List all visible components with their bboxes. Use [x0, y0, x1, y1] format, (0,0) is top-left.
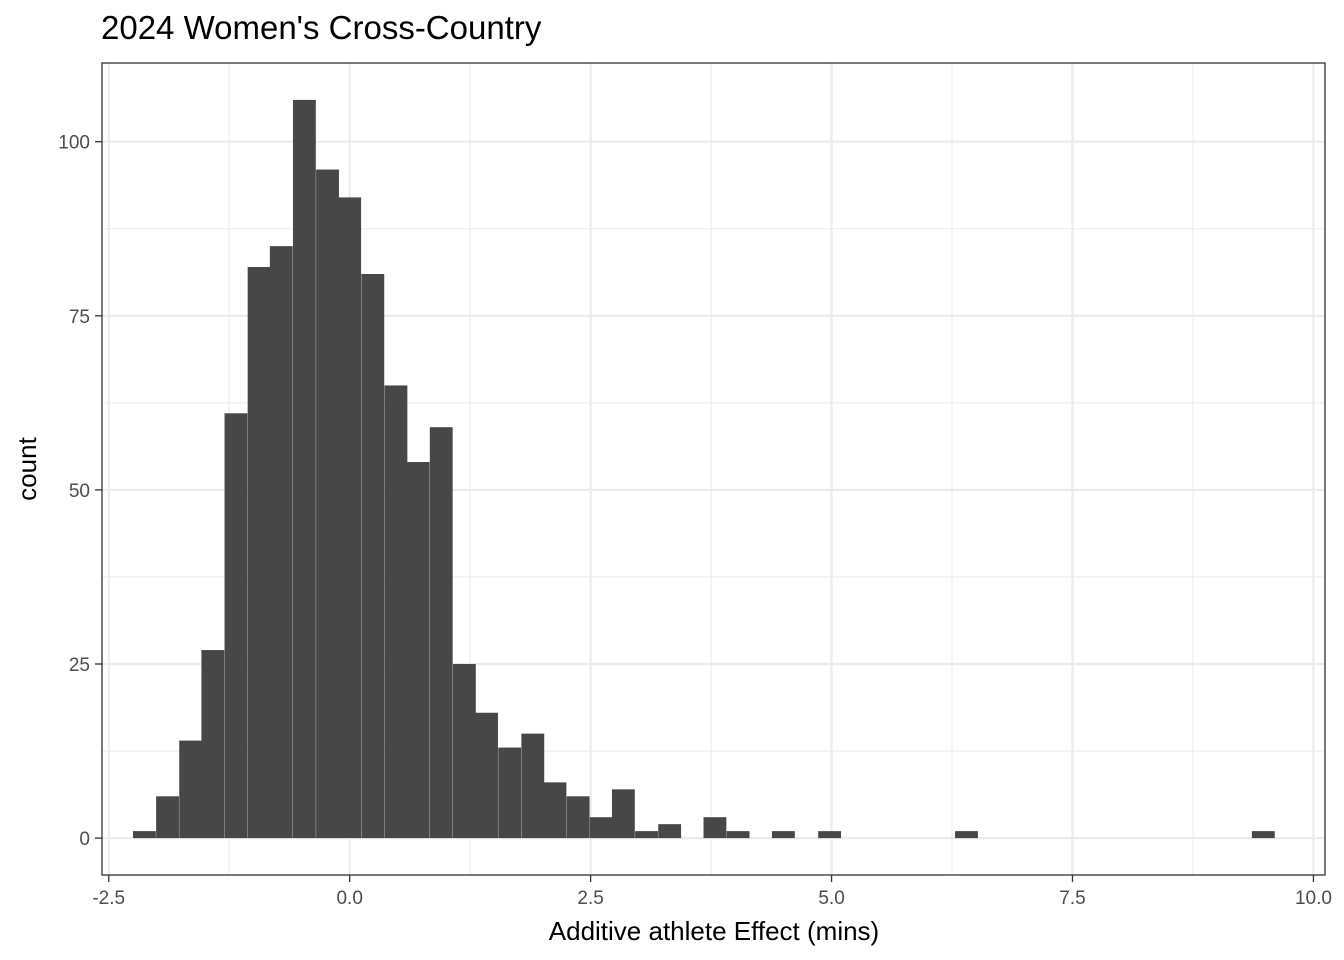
histogram-bar: [1251, 831, 1275, 839]
histogram-bar: [224, 413, 248, 839]
x-tick-label: 2.5: [577, 888, 603, 909]
histogram-bar: [703, 817, 727, 839]
x-axis: -2.5 0.0 2.5 5.0 7.5 10.0: [92, 875, 1332, 909]
histogram-bar: [269, 246, 293, 839]
histogram-bar: [726, 831, 750, 839]
histogram-bar: [406, 462, 430, 839]
y-tick-label: 100: [58, 133, 90, 154]
histogram-bar: [132, 831, 156, 839]
histogram-bar: [521, 733, 545, 839]
histogram-bar: [316, 169, 339, 839]
y-tick-label: 0: [79, 829, 90, 850]
histogram-bar: [818, 831, 842, 839]
histogram-bar: [543, 782, 567, 839]
y-tick-label: 50: [69, 481, 90, 502]
histogram-bar: [361, 274, 385, 839]
histogram-bars: [132, 99, 1275, 839]
y-axis-title: count: [12, 436, 42, 500]
y-tick-label: 75: [69, 307, 90, 328]
histogram-bar: [201, 650, 225, 839]
histogram-bar: [338, 197, 362, 839]
histogram-bar: [247, 267, 271, 839]
histogram-bar: [566, 796, 590, 839]
histogram-bar: [658, 824, 682, 839]
x-tick-label: -2.5: [92, 888, 125, 909]
y-axis: 0 25 50 75 100: [58, 133, 102, 850]
histogram-bar: [429, 427, 453, 839]
histogram-bar: [384, 385, 408, 839]
histogram-bar: [292, 99, 316, 839]
histogram-bar: [589, 817, 613, 839]
histogram-bar: [475, 712, 498, 839]
x-tick-label: 5.0: [818, 888, 844, 909]
histogram-bar: [611, 789, 635, 839]
y-tick-label: 25: [69, 655, 90, 676]
histogram-bar: [179, 740, 203, 839]
chart-title: 2024 Women's Cross-Country: [101, 9, 542, 46]
x-tick-label: 7.5: [1059, 888, 1085, 909]
histogram-bar: [771, 831, 795, 839]
x-tick-label: 0.0: [336, 888, 362, 909]
histogram-bar: [955, 831, 978, 839]
histogram-bar: [498, 747, 522, 839]
plot-border: [101, 62, 1326, 876]
histogram-bar: [635, 831, 658, 839]
histogram-bar: [452, 663, 476, 839]
histogram-bar: [156, 796, 179, 839]
x-tick-label: 10.0: [1295, 888, 1332, 909]
x-axis-title: Additive athlete Effect (mins): [549, 916, 879, 946]
